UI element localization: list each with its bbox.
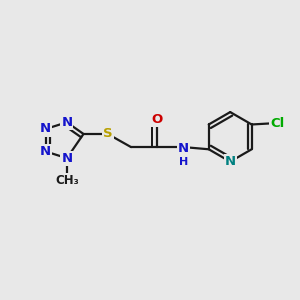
- Text: N: N: [40, 122, 51, 136]
- Text: N: N: [61, 152, 72, 165]
- Text: CH₃: CH₃: [55, 174, 79, 187]
- Text: N: N: [178, 142, 189, 155]
- Text: O: O: [152, 113, 163, 126]
- Text: H: H: [179, 157, 188, 167]
- Text: N: N: [61, 116, 72, 129]
- Text: Cl: Cl: [270, 116, 284, 130]
- Text: S: S: [103, 128, 112, 140]
- Text: N: N: [40, 145, 51, 158]
- Text: N: N: [225, 155, 236, 168]
